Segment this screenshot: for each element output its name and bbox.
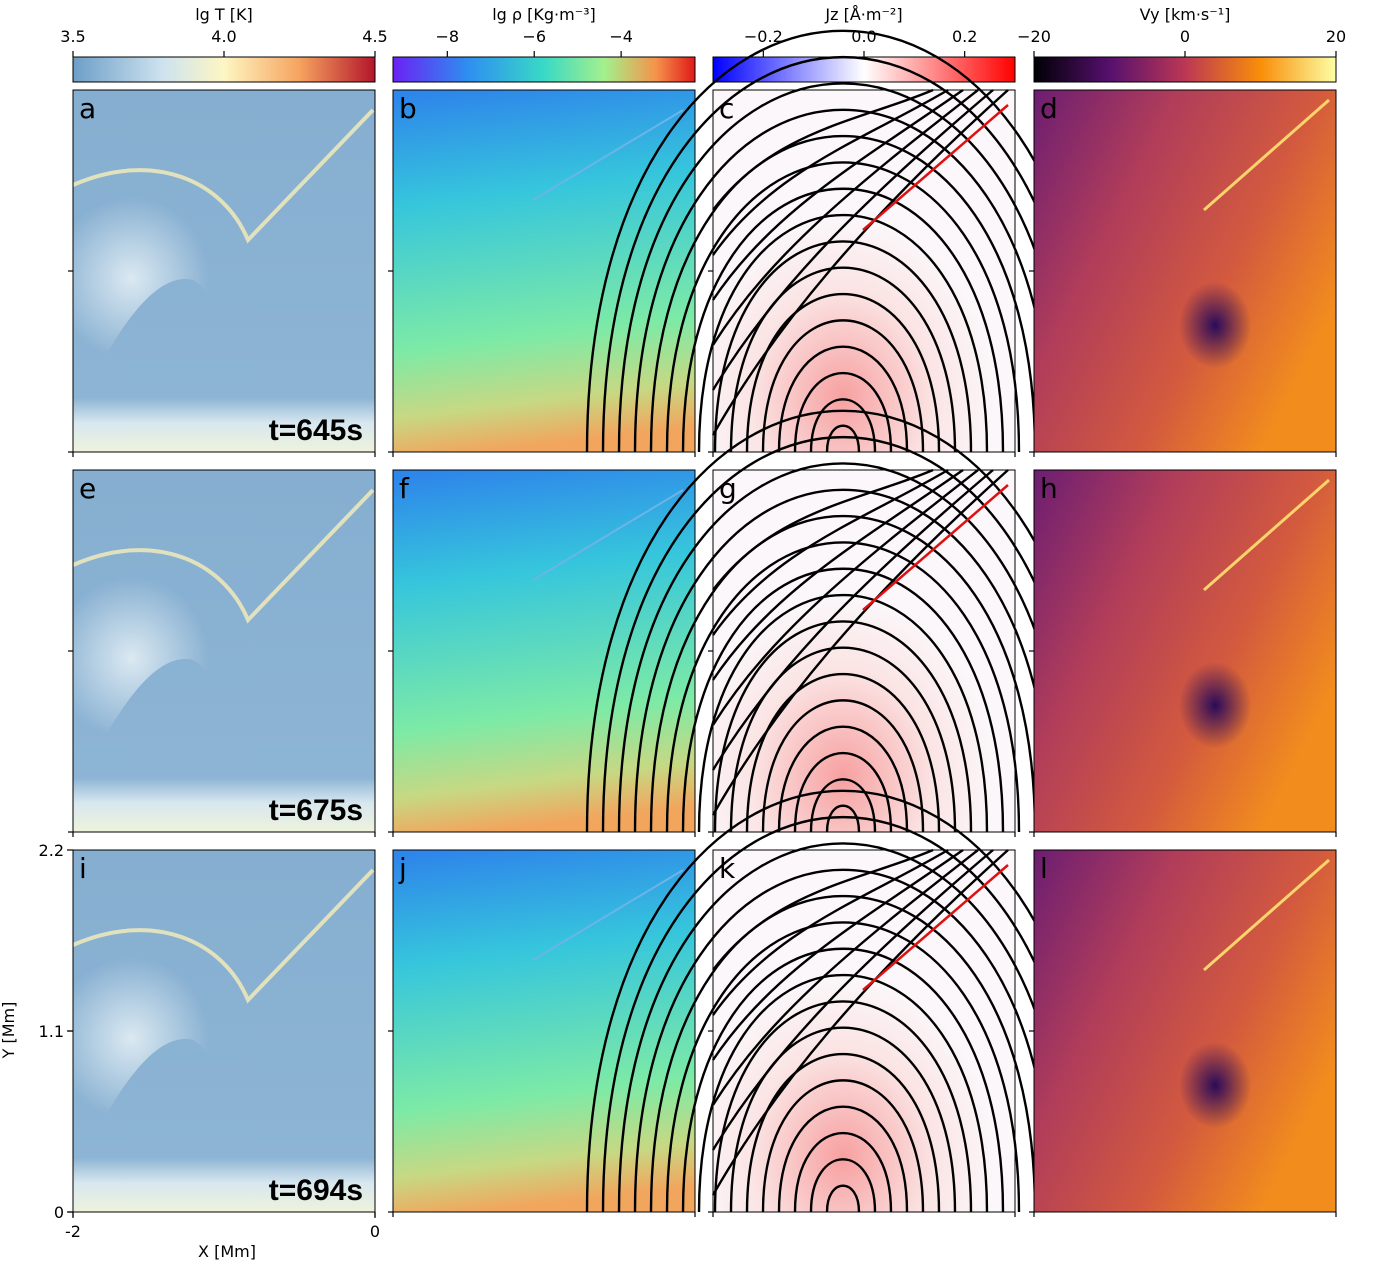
panel: h: [1029, 470, 1336, 837]
panel: d: [1029, 90, 1336, 457]
time-label: t=675s: [269, 794, 363, 827]
colorbar-tick-label: 0: [1180, 27, 1190, 46]
panel-letter: c: [719, 92, 734, 125]
colorbar-label: Jz [Å·m⁻²]: [824, 5, 902, 24]
panel-letter: b: [399, 92, 417, 125]
colorbar-tick-label: 0.0: [851, 27, 876, 46]
panel: f: [388, 470, 695, 837]
colorbar-tick-label: −6: [522, 27, 546, 46]
downflow: [1034, 90, 1336, 452]
panel-letter: a: [79, 92, 96, 125]
downflow: [1034, 470, 1336, 832]
colorbar-tick-label: −8: [436, 27, 460, 46]
colorbar: [713, 57, 1015, 82]
y-tick-label: 0: [54, 1203, 64, 1222]
panel: l: [1029, 850, 1336, 1217]
panel: a t=645s: [68, 90, 375, 457]
colorbar: [1034, 57, 1336, 82]
panel: e t=675s: [68, 470, 375, 837]
y-tick-label: 2.2: [39, 841, 64, 860]
panel-letter: d: [1040, 92, 1058, 125]
downflow: [1034, 850, 1336, 1212]
panel-letter: e: [79, 472, 96, 505]
figure: X [Mm] Y [Mm] lg T [K] 3.5 4.0 4.5 lg ρ [Kg·…: [0, 0, 1378, 1271]
panel-letter: h: [1040, 472, 1058, 505]
time-label: t=645s: [269, 414, 363, 447]
panel-letter: k: [719, 852, 736, 885]
x-tick-label: 0: [370, 1222, 380, 1241]
colorbar-label: lg T [K]: [195, 5, 253, 24]
colorbar-label: Vy [km·s⁻¹]: [1140, 5, 1231, 24]
colorbar-tick-label: 20: [1326, 27, 1346, 46]
panel-letter: g: [719, 472, 737, 505]
panel-image: [393, 850, 695, 1212]
panel: j: [388, 850, 695, 1217]
colorbar-tick-label: 3.5: [60, 27, 85, 46]
y-tick-label: 1.1: [39, 1022, 64, 1041]
colorbar: [73, 57, 375, 82]
x-tick-label: -2: [65, 1222, 81, 1241]
colorbar-label: lg ρ [Kg·m⁻³]: [492, 5, 596, 24]
colorbar-tick-label: 4.5: [362, 27, 387, 46]
panel-image: [393, 90, 695, 452]
panel-letter: j: [398, 852, 407, 885]
panel-letter: l: [1040, 852, 1048, 885]
x-axis-label: X [Mm]: [198, 1242, 256, 1261]
colorbar-tick-label: 0.2: [952, 27, 977, 46]
panel-letter: f: [399, 472, 410, 505]
panel: i t=694s: [68, 850, 375, 1217]
panel: b: [388, 90, 695, 457]
panel-image: [393, 470, 695, 832]
colorbar-tick-label: 4.0: [211, 27, 236, 46]
colorbar-tick-label: −20: [1017, 27, 1051, 46]
colorbar: [393, 57, 695, 82]
time-label: t=694s: [269, 1174, 363, 1207]
panel-letter: i: [79, 852, 87, 885]
colorbar-tick-label: −4: [609, 27, 633, 46]
y-axis-label: Y [Mm]: [0, 1002, 18, 1060]
